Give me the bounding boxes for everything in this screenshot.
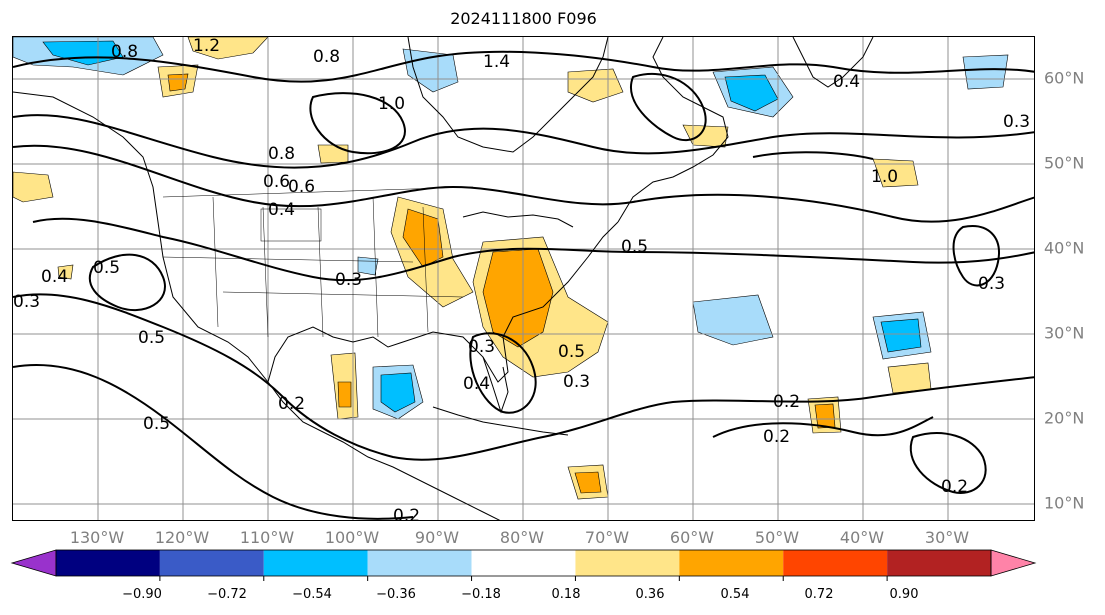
colorbar-extend-high: [990, 549, 1037, 577]
coastlines: [13, 37, 874, 520]
shade-pos-north-atl: [567, 68, 624, 103]
contour-label: 0.5: [143, 414, 170, 434]
contour-labels: 0.8 1.2 0.8 1.4 0.6 0.5 0.4 0.4 0.3 0.3 …: [13, 37, 1030, 521]
contour-label: 0.4: [833, 72, 860, 92]
lon-label: 130°W: [69, 528, 125, 547]
lon-label: 30°W: [924, 528, 970, 547]
shade-neg-subtrop-atl: [692, 294, 774, 346]
contour-label: 1.4: [483, 52, 510, 72]
colorbar-segment: [575, 550, 680, 576]
contour-label: 1.2: [193, 37, 220, 56]
colorbar-segment: [159, 550, 264, 576]
contour-label: 0.4: [463, 374, 490, 394]
contour-label: 0.6: [288, 177, 315, 197]
lon-label: 60°W: [669, 528, 715, 547]
map-title: 2024111800 F096: [450, 9, 597, 28]
contour-label: 0.2: [773, 392, 800, 412]
shade-neg-gulf-core: [380, 372, 416, 413]
lon-label: 70°W: [584, 528, 630, 547]
contour-label: 0.8: [313, 47, 340, 67]
colorbar-segment: [56, 550, 160, 576]
shade-pos-mexico-core: [337, 381, 352, 408]
lon-label: 100°W: [324, 528, 380, 547]
lon-label: 120°W: [154, 528, 210, 547]
lat-label: 20°N: [1044, 408, 1085, 428]
contour-label: 0.8: [268, 144, 295, 164]
contour-label: 0.5: [93, 258, 120, 278]
contour-label: 1.0: [378, 94, 405, 114]
shade-pos-plains-core: [402, 208, 444, 268]
lon-label: 90°W: [414, 528, 460, 547]
colorbar-tick: −0.90: [122, 587, 162, 602]
contour-label: 0.5: [621, 237, 648, 257]
contour-label: 0.2: [393, 506, 420, 521]
shade-neg-west-pac: [57, 264, 74, 280]
lon-label: 50°W: [754, 528, 800, 547]
shade-pos-se-us-core: [482, 248, 554, 348]
map-canvas: 0.8 1.2 0.8 1.4 0.6 0.5 0.4 0.4 0.3 0.3 …: [13, 37, 1034, 521]
colorbar-segment: [471, 550, 576, 576]
shaded-areas: [13, 37, 1009, 500]
contour-label: 0.2: [763, 427, 790, 447]
shade-neg-nw-pacific-core: [42, 40, 124, 66]
contour-label: 0.3: [978, 274, 1005, 294]
colorbar-tick: 0.54: [720, 587, 750, 602]
contours: [13, 50, 1034, 520]
shade-pos-alaska2-core: [167, 73, 189, 92]
lat-label: 40°N: [1044, 238, 1085, 258]
lat-label: 10°N: [1044, 493, 1085, 513]
contour-label: 0.3: [335, 270, 362, 290]
colorbar-outline: [55, 549, 992, 577]
shade-neg-central-atl-core: [880, 318, 922, 353]
colorbar-tick: −0.36: [376, 587, 416, 602]
colorbar-segment: [263, 550, 368, 576]
colorbar-tick: 0.18: [551, 587, 581, 602]
colorbar-segments: [10, 549, 1037, 581]
shade-pos-alaska: [187, 37, 269, 60]
contour-label: 0.8: [111, 42, 138, 62]
shade-pos-caribbean-core: [574, 471, 602, 494]
colorbar-tick: 0.72: [804, 587, 834, 602]
lon-label: 110°W: [239, 528, 295, 547]
graticule: [13, 37, 1034, 520]
contour-label: 0.2: [278, 394, 305, 414]
colorbar-tick: 0.90: [889, 587, 919, 602]
lat-label: 50°N: [1044, 153, 1085, 173]
contour-label: 0.2: [941, 477, 968, 497]
contour-label: 0.3: [563, 372, 590, 392]
colorbar-segment: [367, 550, 472, 576]
contour-label: 0.4: [41, 267, 68, 287]
colorbar-tick: −0.18: [461, 587, 501, 602]
contour-label: 0.3: [13, 292, 40, 312]
contour-label: 0.3: [468, 337, 495, 357]
colorbar-segment: [679, 550, 784, 576]
colorbar: [10, 549, 1037, 581]
colorbar-tick: −0.72: [207, 587, 247, 602]
contour-label: 0.3: [1003, 112, 1030, 132]
colorbar-segment: [783, 550, 888, 576]
colorbar-extend-low: [10, 549, 57, 577]
lat-label: 60°N: [1044, 68, 1085, 88]
shade-pos-ne-trop: [887, 362, 932, 394]
lon-label: 40°W: [839, 528, 885, 547]
colorbar-tick: −0.54: [292, 587, 332, 602]
shade-pos-bc: [13, 171, 54, 203]
contour-label: 1.0: [871, 167, 898, 187]
colorbar-segment: [887, 550, 991, 576]
map-panel: 0.8 1.2 0.8 1.4 0.6 0.5 0.4 0.4 0.3 0.3 …: [12, 36, 1035, 521]
shade-pos-canada: [317, 144, 349, 164]
shade-neg-east-atl: [962, 54, 1009, 90]
contour-label: 0.4: [268, 200, 295, 220]
shade-pos-labrador: [682, 124, 729, 148]
shade-pos-trop-atl-core: [814, 403, 836, 429]
colorbar-tick: 0.36: [635, 587, 665, 602]
lon-label: 80°W: [499, 528, 545, 547]
contour-label: 0.6: [263, 172, 290, 192]
contour-label: 0.5: [558, 342, 585, 362]
shade-pos-midatl: [872, 158, 919, 188]
shade-neg-texas: [357, 256, 379, 276]
lat-label: 30°N: [1044, 323, 1085, 343]
contour-label: 0.5: [138, 328, 165, 348]
shade-neg-greenland-core: [724, 74, 779, 112]
